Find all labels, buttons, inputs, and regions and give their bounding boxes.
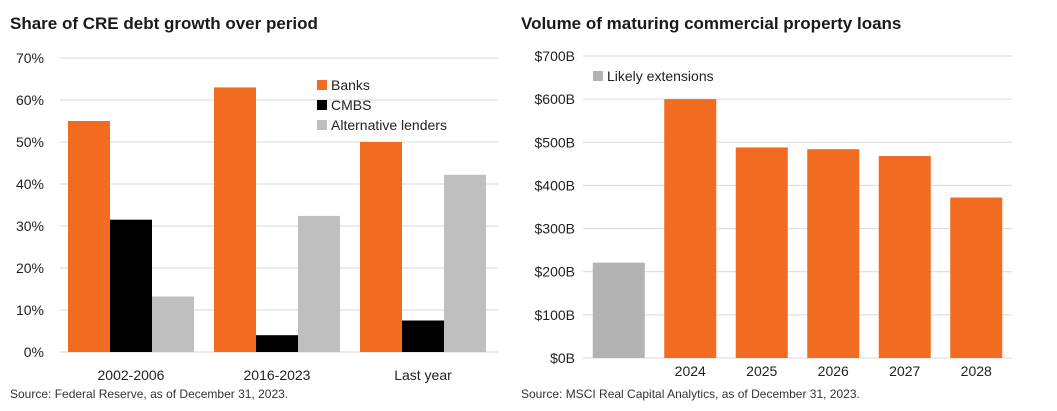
right-x-tick-label: 2027	[889, 363, 920, 379]
right-x-tick-label: 2025	[746, 363, 777, 379]
legend-label-cmbs: CMBS	[331, 97, 371, 113]
right-x-tick-label: 2028	[961, 363, 992, 379]
left-x-tick-label: Last year	[394, 367, 452, 383]
bar-2024	[664, 99, 717, 359]
left-chart-source: Source: Federal Reserve, as of December …	[10, 387, 289, 401]
right-bars	[592, 99, 1003, 359]
bar-2025	[735, 147, 788, 358]
left-y-tick-label: 60%	[16, 92, 44, 108]
bar-2027	[878, 156, 931, 358]
left-y-tick-label: 70%	[16, 50, 44, 66]
legend-label-banks: Banks	[331, 77, 370, 93]
legend-label-likely-extensions: Likely extensions	[607, 68, 714, 84]
bar-alternative-lenders-2002-2006	[152, 296, 194, 352]
bar-banks-2016-2023	[214, 87, 256, 353]
right-y-tick-labels: $0B $100B $200B $300B $400B $500B $600B $700B	[535, 48, 575, 366]
left-y-tick-labels: 0% 10% 20% 30% 40% 50% 60% 70%	[16, 50, 44, 360]
right-y-tick-label: $300B	[535, 221, 575, 237]
right-x-tick-labels: 2024 2025 2026 2027 2028	[675, 363, 992, 379]
right-chart-source: Source: MSCI Real Capital Analytics, as …	[521, 387, 860, 401]
left-x-tick-labels: 2002-2006 2016-2023 Last year	[98, 367, 453, 383]
left-x-tick-label: 2002-2006	[98, 367, 165, 383]
right-y-tick-label: $500B	[535, 134, 575, 150]
legend-swatch-likely-extensions	[593, 71, 603, 81]
legend-swatch-alternative-lenders	[317, 120, 327, 130]
right-x-tick-label: 2024	[675, 363, 706, 379]
left-chart-title: Share of CRE debt growth over period	[10, 14, 318, 33]
left-y-tick-label: 40%	[16, 176, 44, 192]
left-y-tick-label: 10%	[16, 302, 44, 318]
right-legend: Likely extensions	[593, 68, 714, 84]
bar-cmbs-2016-2023	[256, 335, 298, 352]
right-y-tick-label: $0B	[550, 350, 575, 366]
bar-likely-extensions	[592, 262, 645, 358]
bar-2028	[950, 197, 1003, 358]
bar-cmbs-2002-2006	[110, 219, 152, 352]
left-bars	[68, 87, 486, 353]
right-y-tick-label: $700B	[535, 48, 575, 64]
left-y-tick-label: 20%	[16, 260, 44, 276]
bar-banks-last-year	[360, 142, 402, 352]
right-y-tick-label: $600B	[535, 91, 575, 107]
bar-cmbs-last-year	[402, 320, 444, 352]
legend-label-alternative-lenders: Alternative lenders	[331, 117, 447, 133]
left-y-tick-label: 0%	[24, 344, 44, 360]
right-y-tick-label: $200B	[535, 264, 575, 280]
legend-swatch-banks	[317, 80, 327, 90]
bar-2026	[807, 149, 860, 358]
bar-alternative-lenders-last-year	[444, 174, 486, 352]
right-y-tick-label: $400B	[535, 177, 575, 193]
left-legend: Banks CMBS Alternative lenders	[317, 77, 447, 133]
right-x-tick-label: 2026	[818, 363, 849, 379]
left-y-tick-label: 30%	[16, 218, 44, 234]
bar-banks-2002-2006	[68, 121, 110, 352]
right-chart-title: Volume of maturing commercial property l…	[521, 14, 902, 33]
right-gridlines	[583, 55, 1012, 359]
right-y-tick-label: $100B	[535, 307, 575, 323]
left-y-tick-label: 50%	[16, 134, 44, 150]
bar-alternative-lenders-2016-2023	[298, 215, 340, 352]
legend-swatch-cmbs	[317, 100, 327, 110]
left-x-tick-label: 2016-2023	[244, 367, 311, 383]
